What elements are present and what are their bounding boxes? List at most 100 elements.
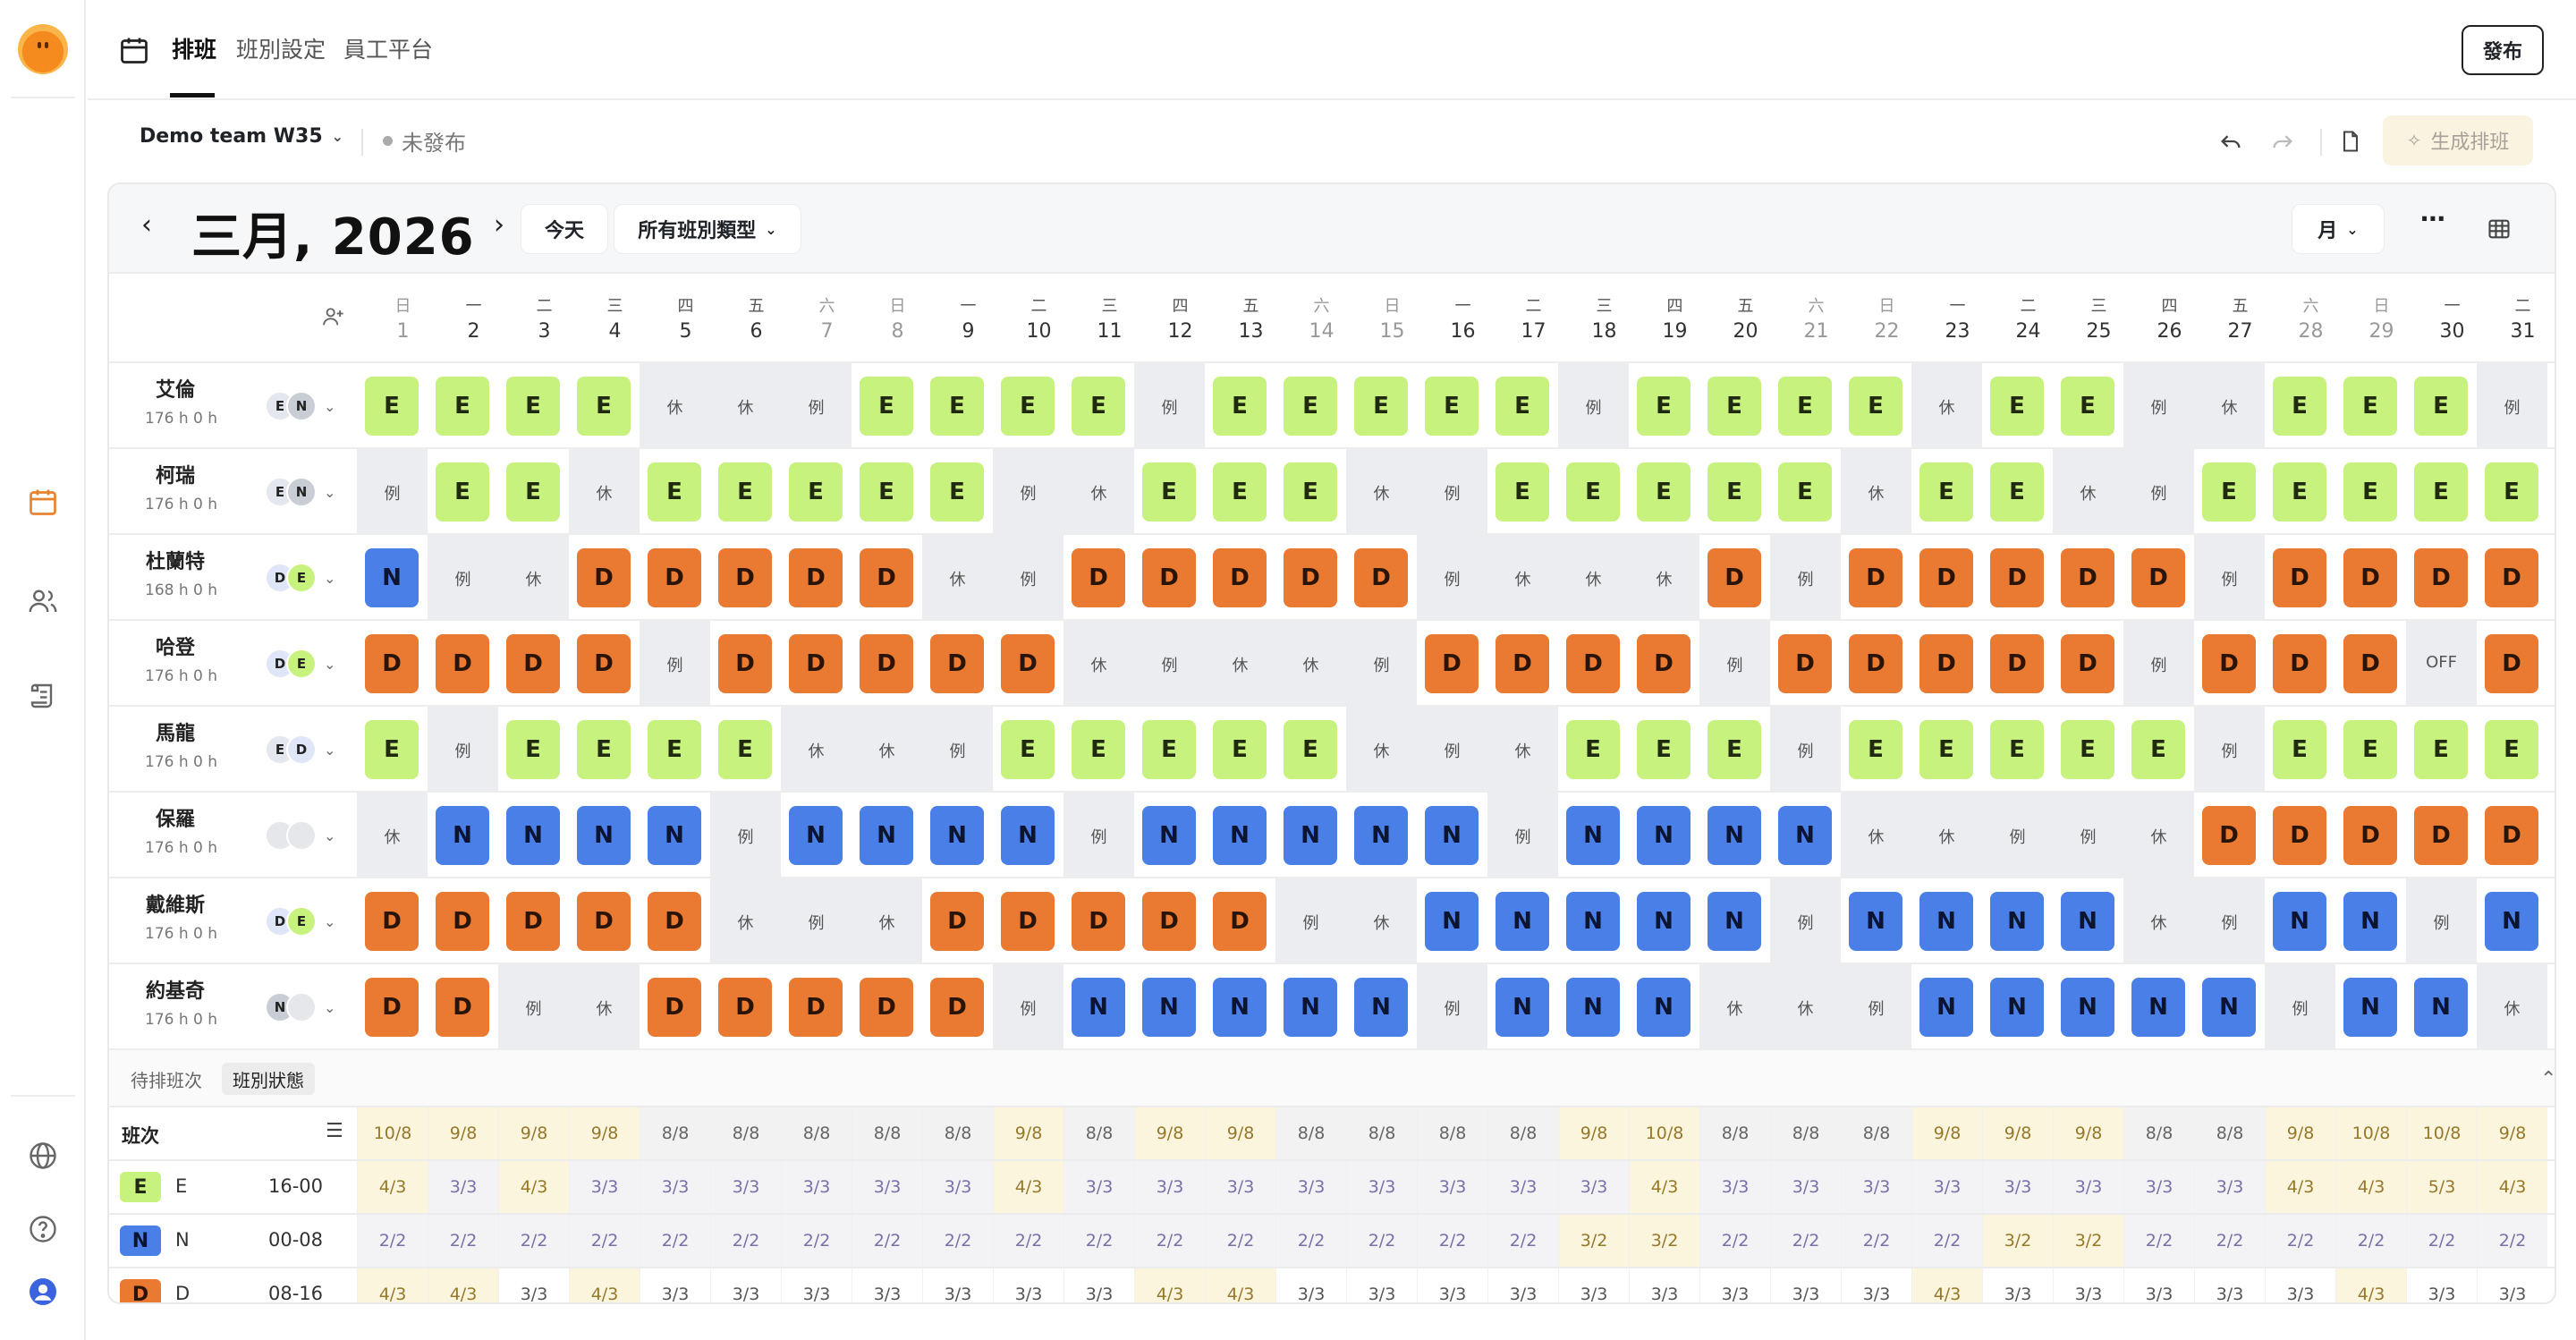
prev-month-button[interactable]: ‹ <box>141 209 152 241</box>
schedule-cell[interactable]: N <box>781 793 852 877</box>
schedule-cell[interactable]: 休 <box>569 449 640 533</box>
schedule-cell[interactable]: N <box>1558 793 1629 877</box>
schedule-cell[interactable]: E <box>1205 449 1275 533</box>
schedule-cell[interactable]: D <box>1982 535 2053 619</box>
schedule-cell[interactable]: E <box>2335 363 2406 447</box>
schedule-cell[interactable]: E <box>1841 363 1911 447</box>
schedule-cell[interactable]: 休 <box>2194 363 2265 447</box>
schedule-cell[interactable]: 休 <box>852 707 922 791</box>
schedule-cell[interactable]: E <box>1487 449 1558 533</box>
schedule-cell[interactable]: E <box>1911 449 1982 533</box>
schedule-cell[interactable]: E <box>2406 363 2477 447</box>
schedule-cell[interactable]: 例 <box>2123 449 2194 533</box>
schedule-cell[interactable]: 休 <box>569 964 640 1048</box>
schedule-cell[interactable]: E <box>569 363 640 447</box>
schedule-cell[interactable]: 例 <box>2477 363 2547 447</box>
schedule-cell[interactable]: E <box>357 363 428 447</box>
schedule-cell[interactable]: E <box>498 707 569 791</box>
schedule-cell[interactable]: D <box>1770 621 1841 705</box>
scroll-icon[interactable] <box>21 674 64 717</box>
schedule-cell[interactable]: 例 <box>2194 878 2265 963</box>
schedule-cell[interactable]: E <box>1770 449 1841 533</box>
schedule-cell[interactable]: D <box>2477 793 2547 877</box>
schedule-cell[interactable]: 例 <box>428 707 498 791</box>
schedule-cell[interactable]: D <box>1134 535 1205 619</box>
schedule-cell[interactable]: N <box>1982 878 2053 963</box>
schedule-cell[interactable]: E <box>1205 707 1275 791</box>
schedule-cell[interactable]: 例 <box>1134 621 1205 705</box>
schedule-cell[interactable]: D <box>1699 535 1770 619</box>
shift-preference-select[interactable]: E D ⌄ <box>265 734 335 766</box>
schedule-cell[interactable]: N <box>1911 878 1982 963</box>
schedule-cell[interactable]: D <box>1063 535 1134 619</box>
schedule-cell[interactable]: D <box>357 878 428 963</box>
schedule-cell[interactable]: D <box>428 878 498 963</box>
schedule-cell[interactable]: D <box>1841 535 1911 619</box>
schedule-cell[interactable]: 休 <box>1841 449 1911 533</box>
schedule-cell[interactable]: N <box>993 793 1063 877</box>
schedule-cell[interactable]: 休 <box>357 793 428 877</box>
schedule-cell[interactable]: E <box>2477 449 2547 533</box>
schedule-cell[interactable]: E <box>781 449 852 533</box>
schedule-cell[interactable]: D <box>2477 535 2547 619</box>
schedule-cell[interactable]: E <box>2406 707 2477 791</box>
employee-name[interactable]: 柯瑞 <box>155 465 195 488</box>
schedule-cell[interactable]: E <box>1911 707 1982 791</box>
schedule-cell[interactable]: N <box>1346 964 1417 1048</box>
shift-preference-select[interactable]: E N ⌄ <box>265 390 335 422</box>
schedule-cell[interactable]: D <box>1487 621 1558 705</box>
schedule-cell[interactable]: E <box>1982 363 2053 447</box>
schedule-cell[interactable]: E <box>2194 449 2265 533</box>
schedule-cell[interactable]: D <box>640 878 710 963</box>
schedule-cell[interactable]: N <box>1629 793 1699 877</box>
schedule-cell[interactable]: 休 <box>1205 621 1275 705</box>
schedule-cell[interactable]: D <box>1558 621 1629 705</box>
schedule-cell[interactable]: E <box>2053 363 2123 447</box>
schedule-cell[interactable]: D <box>2406 535 2477 619</box>
schedule-cell[interactable]: E <box>1629 363 1699 447</box>
schedule-cell[interactable]: D <box>1063 878 1134 963</box>
schedule-cell[interactable]: E <box>710 707 781 791</box>
schedule-cell[interactable]: E <box>2265 363 2335 447</box>
schedule-cell[interactable]: 例 <box>1841 964 1911 1048</box>
schedule-cell[interactable]: D <box>2477 621 2547 705</box>
schedule-cell[interactable]: E <box>569 707 640 791</box>
schedule-cell[interactable]: N <box>1487 964 1558 1048</box>
schedule-cell[interactable]: 休 <box>2123 878 2194 963</box>
schedule-cell[interactable]: 休 <box>2053 449 2123 533</box>
schedule-cell[interactable]: N <box>498 793 569 877</box>
more-icon[interactable]: ⋯ <box>2420 204 2445 233</box>
schedule-cell[interactable]: 例 <box>1346 621 1417 705</box>
schedule-cell[interactable]: D <box>2265 535 2335 619</box>
schedule-cell[interactable]: 休 <box>922 535 993 619</box>
schedule-cell[interactable]: 例 <box>1982 793 2053 877</box>
schedule-cell[interactable]: N <box>1417 878 1487 963</box>
schedule-cell[interactable]: 例 <box>2194 535 2265 619</box>
schedule-cell[interactable]: N <box>2477 878 2547 963</box>
schedule-cell[interactable]: E <box>852 449 922 533</box>
schedule-cell[interactable]: N <box>1558 878 1629 963</box>
sort-icon[interactable]: ☰ <box>326 1120 343 1142</box>
schedule-cell[interactable]: 休 <box>1346 449 1417 533</box>
schedule-cell[interactable]: 例 <box>2194 707 2265 791</box>
schedule-cell[interactable]: E <box>428 449 498 533</box>
schedule-cell[interactable]: N <box>1558 964 1629 1048</box>
schedule-cell[interactable]: N <box>357 535 428 619</box>
employee-name[interactable]: 哈登 <box>155 637 195 659</box>
schedule-cell[interactable]: D <box>781 964 852 1048</box>
schedule-cell[interactable]: D <box>1911 535 1982 619</box>
schedule-cell[interactable]: N <box>1417 793 1487 877</box>
schedule-cell[interactable]: D <box>1346 535 1417 619</box>
schedule-cell[interactable]: E <box>2406 449 2477 533</box>
schedule-cell[interactable]: E <box>1275 363 1346 447</box>
schedule-cell[interactable]: 休 <box>1558 535 1629 619</box>
schedule-cell[interactable]: E <box>2265 707 2335 791</box>
schedule-cell[interactable]: E <box>640 707 710 791</box>
schedule-cell[interactable]: D <box>1205 878 1275 963</box>
schedule-cell[interactable]: N <box>1134 964 1205 1048</box>
schedule-cell[interactable]: 例 <box>2123 363 2194 447</box>
schedule-cell[interactable]: D <box>922 878 993 963</box>
add-employee-icon[interactable] <box>315 299 351 335</box>
schedule-cell[interactable]: D <box>569 535 640 619</box>
schedule-cell[interactable]: N <box>2053 964 2123 1048</box>
